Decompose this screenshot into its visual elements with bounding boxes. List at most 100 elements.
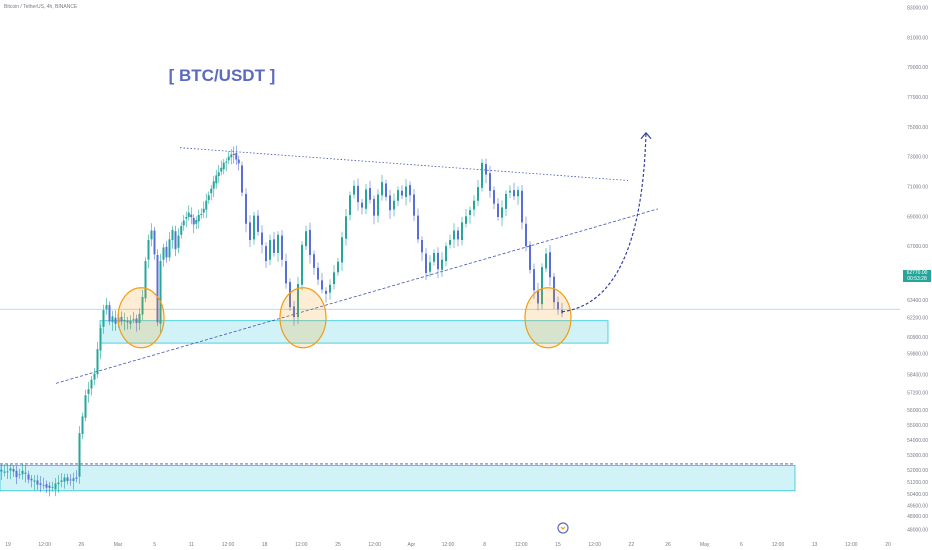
candle-body [180,226,183,235]
y-tick-label: 50400.00 [907,492,928,498]
candle-body [15,470,18,478]
candle-body [385,183,387,197]
trendlines [0,147,795,465]
candle-body [225,161,228,163]
x-tick-label: 5 [153,542,156,548]
y-tick-label: 48900.00 [907,514,928,520]
candle-body [237,159,240,164]
candle-body [349,195,351,215]
candle-body [401,190,403,196]
candle-body [69,479,72,481]
highlight-circle [279,287,327,349]
candle-body [212,181,215,189]
y-tick-label: 54000.00 [907,438,928,444]
candle-body [135,318,138,324]
y-tick-label: 79000.00 [907,65,928,71]
candle-body [509,190,511,193]
y-tick-label: 83000.00 [907,5,928,11]
candle-body [545,253,547,269]
candle-body [72,478,75,482]
candle-body [36,480,39,485]
x-tick-label: Mar [114,542,123,548]
y-tick-label: 73000.00 [907,155,928,161]
scroll-icon[interactable] [557,522,569,534]
candle-body [232,153,235,155]
candle-body [553,276,555,303]
candle-body [12,469,15,472]
candle-body [153,230,156,255]
annotation-title: [ BTC/USDT ] [169,66,276,85]
candle-body [220,167,223,172]
candle-body [215,175,218,184]
candle-body [227,156,230,161]
candle-body [529,244,531,270]
x-tick-label: 12:00 [515,542,528,548]
candle-body [309,229,311,255]
symbol-header: Bitcoin / TetherUS, 4h, BINANCE [4,4,78,10]
candle-body [21,470,24,475]
projection-path [561,132,647,313]
candle-body [18,474,21,476]
candle-body [54,483,57,490]
candle-body [174,231,177,250]
candle-body [187,212,190,217]
x-tick-label: 6 [740,542,743,548]
candle-body [60,480,63,482]
candle-body [48,485,51,488]
candle-body [63,477,66,482]
candle-body [253,215,255,240]
last-price-badge: 62770.00 00:53:28 [903,270,931,282]
candle-body [150,230,153,240]
candle-body [525,223,527,247]
time-axis: 19 12:00 26 Mar 5 11 12:00 18 12:00 25 12:00 Apr 12:… [5,542,891,548]
x-tick-label: 20 [885,542,891,548]
candle-body [497,203,499,217]
candle-body [51,487,54,488]
candle-body [265,246,267,262]
candle-body [120,316,123,322]
candle-body [217,172,220,177]
y-tick-label: 60900.00 [907,335,928,341]
x-tick-label: 11 [189,542,194,548]
candle-body [369,188,371,200]
candle-body [421,240,423,253]
x-tick-label: 12:00 [442,542,455,548]
candle-body [361,202,363,208]
y-tick-label: 69000.00 [907,214,928,220]
candle-body [165,246,168,258]
candle-body [156,254,159,323]
x-tick-label: 8 [483,542,486,548]
x-tick-label: 12:00 [38,542,51,548]
y-tick-label: 53000.00 [907,453,928,459]
candle-body [75,477,78,479]
candle-body [190,214,193,218]
candle-body [57,482,60,485]
candle-body [230,154,233,158]
candle-body [277,234,279,253]
candle-body [27,474,30,480]
candle-body [485,164,487,175]
candle-body [397,190,399,201]
candle-body [138,313,141,324]
candle-body [413,194,415,216]
candle-body [0,469,3,472]
candle-body [102,310,105,327]
candle-body [533,269,535,291]
candle-body [168,239,171,258]
candle-body [449,240,451,245]
candle-body [96,349,99,375]
candle-body [39,483,42,485]
x-tick-label: 18 [262,542,268,548]
candle-body [114,317,117,324]
highlight-circles [117,287,572,349]
candle-body [195,220,198,224]
x-tick-label: 13 [812,542,818,548]
candle-body [389,195,391,211]
y-tick-label: 67000.00 [907,244,928,250]
candle-body [445,246,447,262]
candle-body [129,320,132,324]
candle-body [357,185,359,203]
trendline [55,208,659,384]
x-tick-label: 12:00 [588,542,601,548]
